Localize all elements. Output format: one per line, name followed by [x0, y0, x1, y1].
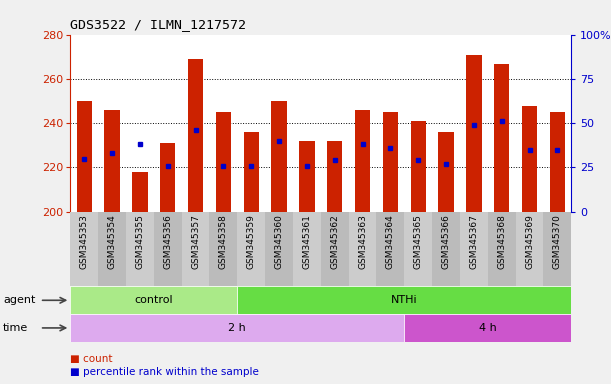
Bar [355, 110, 370, 212]
Text: time: time [3, 323, 28, 333]
Bar [104, 110, 120, 212]
Text: control: control [134, 295, 173, 305]
Bar [188, 59, 203, 212]
Text: GSM345358: GSM345358 [219, 214, 228, 269]
Text: GSM345368: GSM345368 [497, 214, 506, 269]
Text: GSM345364: GSM345364 [386, 214, 395, 268]
Bar [244, 132, 259, 212]
Text: GSM345354: GSM345354 [108, 214, 117, 268]
Bar [550, 112, 565, 212]
Text: GSM345367: GSM345367 [469, 214, 478, 269]
Bar [376, 212, 404, 286]
Bar [411, 121, 426, 212]
Text: GSM345369: GSM345369 [525, 214, 534, 269]
Text: GSM345361: GSM345361 [302, 214, 312, 269]
Bar [327, 141, 342, 212]
Bar [237, 286, 571, 314]
Bar [349, 212, 376, 286]
Text: ■ count: ■ count [70, 354, 113, 364]
Text: GSM345360: GSM345360 [274, 214, 284, 269]
Text: 4 h: 4 h [479, 323, 497, 333]
Bar [466, 55, 481, 212]
Bar [271, 101, 287, 212]
Bar [70, 314, 404, 342]
Text: GSM345357: GSM345357 [191, 214, 200, 269]
Bar [522, 106, 537, 212]
Text: GSM345370: GSM345370 [553, 214, 562, 269]
Text: GSM345366: GSM345366 [442, 214, 450, 269]
Text: GSM345355: GSM345355 [136, 214, 144, 269]
Text: GSM345359: GSM345359 [247, 214, 255, 269]
Bar [543, 212, 571, 286]
Bar [154, 212, 181, 286]
Bar [181, 212, 210, 286]
Bar [216, 112, 231, 212]
Bar [299, 141, 315, 212]
Bar [460, 212, 488, 286]
Bar [126, 212, 154, 286]
Text: GSM345365: GSM345365 [414, 214, 423, 269]
Text: NTHi: NTHi [391, 295, 417, 305]
Bar [293, 212, 321, 286]
Bar [382, 112, 398, 212]
Bar [265, 212, 293, 286]
Bar [132, 172, 147, 212]
Bar [321, 212, 349, 286]
Text: GSM345356: GSM345356 [163, 214, 172, 269]
Bar [516, 212, 543, 286]
Bar [432, 212, 460, 286]
Bar [98, 212, 126, 286]
Text: GSM345353: GSM345353 [79, 214, 89, 269]
Bar [237, 212, 265, 286]
Text: ■ percentile rank within the sample: ■ percentile rank within the sample [70, 367, 259, 377]
Bar [70, 286, 237, 314]
Text: GSM345363: GSM345363 [358, 214, 367, 269]
Bar [488, 212, 516, 286]
Bar [404, 212, 432, 286]
Text: GDS3522 / ILMN_1217572: GDS3522 / ILMN_1217572 [70, 18, 246, 31]
Bar [70, 212, 98, 286]
Bar [76, 101, 92, 212]
Text: 2 h: 2 h [229, 323, 246, 333]
Bar [404, 314, 571, 342]
Bar [210, 212, 237, 286]
Text: agent: agent [3, 295, 35, 305]
Bar [160, 143, 175, 212]
Text: GSM345362: GSM345362 [330, 214, 339, 268]
Bar [438, 132, 454, 212]
Bar [494, 64, 510, 212]
